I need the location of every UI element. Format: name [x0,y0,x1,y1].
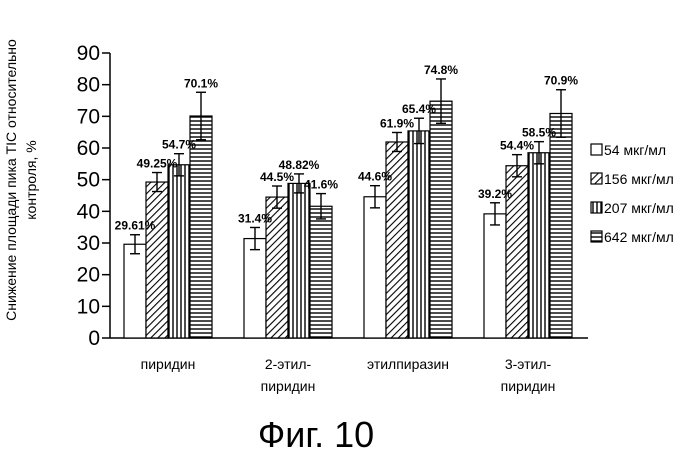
y-axis-title: Снижение площади пика TIC относительно к… [3,39,39,321]
bar [310,206,332,338]
data-label: 44.6% [358,170,392,184]
data-label: 44.5% [260,170,294,184]
bar [146,182,168,338]
legend-swatch [591,202,602,213]
x-category-label: пиридин [141,356,196,372]
data-label: 65.4% [402,102,436,116]
x-category-label: пиридин [261,378,316,394]
x-category-label: 3-этил- [505,356,552,372]
bar [430,101,452,338]
legend: 54 мкг/мл 156 мкг/мл 207 мкг/мл 642 мкг/мл [591,142,674,245]
legend-label: 54 мкг/мл [604,142,666,158]
y-tick-label: 20 [77,264,100,287]
x-category-label: пиридин [501,378,556,394]
data-label: 74.8% [424,63,458,77]
legend-swatch [591,173,602,184]
data-label: 70.1% [184,76,218,90]
bar [168,165,190,338]
data-label: 49.25% [137,157,178,171]
figure-caption: Фиг. 10 [258,414,374,455]
data-label: 61.9% [380,116,414,130]
bar [408,131,430,338]
y-tick-label: 90 [77,42,100,65]
data-label: 58.5% [522,126,556,140]
legend-label: 156 мкг/мл [604,171,674,187]
y-axis-title-line: контроля, % [23,140,39,219]
bar [528,153,550,338]
bar [484,214,506,338]
y-tick-label: 70 [77,105,100,128]
data-label: 54.7% [162,138,196,152]
legend-swatch [591,144,602,155]
x-axis-categories: пиридин 2-этил-пиридин этилпиразин 3-этил-п… [141,356,556,394]
data-label: 29.61% [115,219,156,233]
data-label: 31.4% [238,211,272,225]
legend-label: 642 мкг/мл [604,229,674,245]
y-tick-label: 50 [77,169,100,192]
y-tick-label: 40 [77,200,100,223]
y-tick-label: 10 [77,295,100,318]
data-label: 39.2% [478,187,512,201]
bar [550,113,572,338]
data-label: 41.6% [304,178,338,192]
bar [288,183,310,338]
y-tick-label: 30 [77,232,100,255]
y-tick-label: 80 [77,74,100,97]
y-axis-title-line: Снижение площади пика TIC относительно [3,39,19,321]
data-label: 54.4% [500,139,534,153]
bars [124,79,572,338]
data-label: 48.82% [279,158,320,172]
bar [364,197,386,338]
y-tick-label: 60 [77,137,100,160]
y-tick-label: 0 [88,327,100,350]
bar [244,239,266,338]
bar [124,244,146,338]
x-category-label: 2-этил- [265,356,312,372]
legend-label: 207 мкг/мл [604,200,674,216]
x-category-label: этилпиразин [367,356,449,372]
data-label: 70.9% [544,74,578,88]
legend-swatch [591,231,602,242]
